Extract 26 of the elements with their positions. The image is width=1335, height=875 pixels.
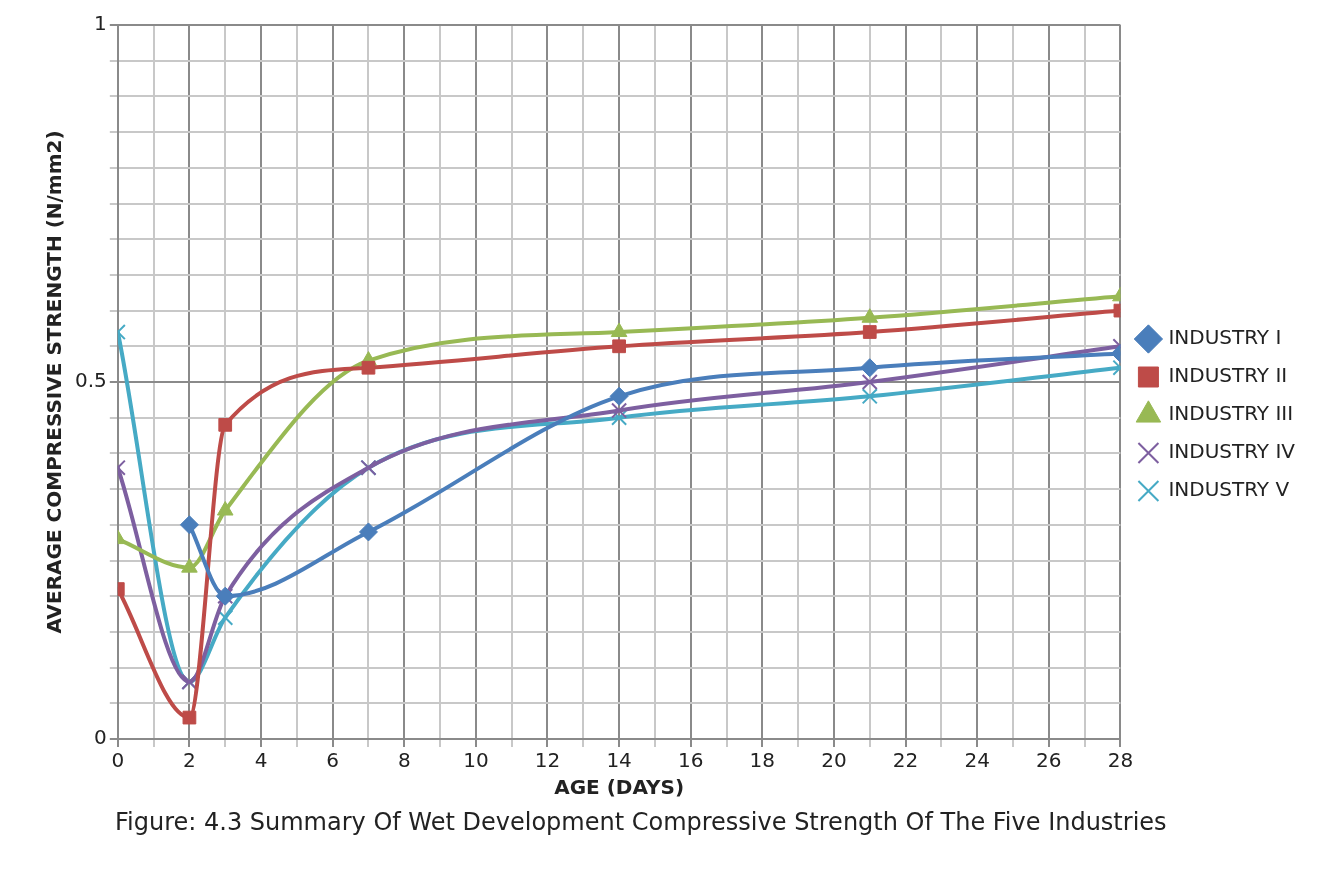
x-tick-label: 20 (821, 748, 847, 773)
x-tick-label: 22 (892, 748, 919, 773)
x-tick-label: 24 (964, 748, 990, 773)
legend-label: INDUSTRY V (1168, 477, 1290, 502)
x-axis-title: AGE (DAYS) (554, 775, 685, 800)
x-tick-label: 8 (397, 748, 411, 773)
x-tick-label: 14 (606, 748, 632, 773)
y-tick-label: 0 (94, 725, 107, 750)
legend-label: INDUSTRY IV (1168, 439, 1296, 464)
x-tick-label: 26 (1036, 748, 1062, 773)
x-tick-label: 4 (254, 748, 268, 773)
x-tick-label: 12 (534, 748, 561, 773)
x-tick-label: 18 (749, 748, 776, 773)
y-tick-label: 1 (94, 11, 107, 36)
text: Figure: 4.3 Summary Of Wet Development Compressive Strength Of The Five Industries (115, 808, 1167, 836)
x-tick-label: 2 (183, 748, 196, 773)
y-axis-title: AVERAGE COMPRESSIVE STRENGTH (N/mm2) (42, 130, 67, 634)
x-tick-label: 10 (463, 748, 489, 773)
legend-label: INDUSTRY I (1168, 325, 1282, 350)
x-tick-label: 6 (326, 748, 340, 773)
legend-label: INDUSTRY III (1168, 401, 1294, 426)
legend-label: INDUSTRY II (1168, 363, 1288, 388)
x-tick-label: 16 (678, 748, 704, 773)
x-tick-label: 0 (111, 748, 125, 773)
y-tick-label: 0.5 (74, 368, 107, 393)
x-tick-label: 28 (1107, 748, 1134, 773)
